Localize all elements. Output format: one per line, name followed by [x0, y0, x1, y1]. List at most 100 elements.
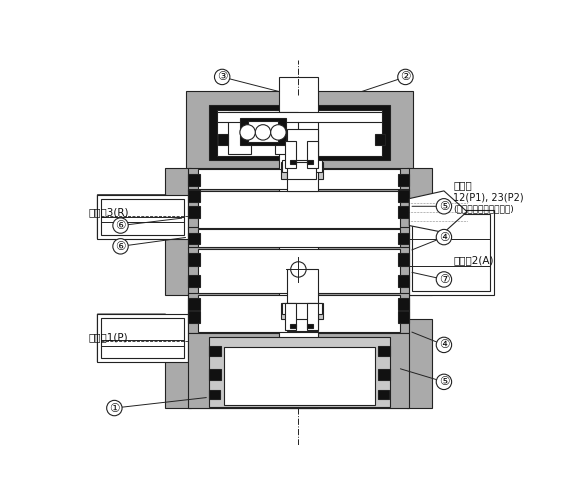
Circle shape: [255, 124, 271, 140]
Bar: [97, 194, 188, 238]
Text: ⑦: ⑦: [438, 273, 449, 286]
Bar: [198, 191, 400, 228]
Bar: [378, 346, 390, 356]
Circle shape: [436, 230, 452, 245]
Bar: [378, 390, 389, 399]
Text: ④: ④: [438, 230, 449, 243]
Bar: [209, 346, 220, 356]
Circle shape: [436, 337, 452, 352]
Bar: [209, 369, 220, 380]
Bar: [398, 174, 409, 186]
Bar: [240, 118, 286, 144]
Bar: [188, 94, 409, 408]
Bar: [188, 174, 200, 186]
Bar: [188, 233, 200, 244]
Circle shape: [398, 69, 413, 84]
Bar: [287, 302, 316, 320]
Bar: [282, 160, 322, 172]
Bar: [248, 121, 279, 142]
Bar: [229, 112, 251, 154]
Bar: [282, 302, 322, 314]
Text: ④: ④: [438, 338, 449, 351]
Text: ⑤: ⑤: [438, 200, 449, 213]
Bar: [188, 254, 200, 266]
Text: ②: ②: [400, 70, 410, 84]
Bar: [217, 112, 382, 122]
Bar: [409, 210, 494, 295]
Bar: [209, 104, 390, 160]
Bar: [198, 248, 400, 294]
Text: ポート1(P): ポート1(P): [88, 332, 128, 342]
Text: 12(P1), 23(P2): 12(P1), 23(P2): [453, 192, 524, 202]
Bar: [398, 206, 409, 218]
Circle shape: [113, 218, 128, 233]
Bar: [307, 141, 318, 168]
Bar: [188, 332, 409, 408]
Bar: [198, 170, 400, 190]
Circle shape: [436, 198, 452, 214]
Text: ポート: ポート: [453, 180, 472, 190]
Bar: [188, 227, 409, 248]
Bar: [285, 302, 296, 330]
Text: ⑤: ⑤: [438, 376, 449, 388]
Bar: [97, 314, 188, 362]
Circle shape: [113, 238, 128, 254]
Bar: [188, 247, 409, 295]
Bar: [198, 295, 400, 332]
Bar: [398, 311, 409, 324]
Text: ポート3(R): ポート3(R): [88, 208, 129, 218]
Bar: [101, 318, 184, 358]
Bar: [209, 337, 390, 406]
Bar: [290, 160, 296, 164]
Bar: [165, 168, 191, 295]
Polygon shape: [97, 314, 188, 362]
Bar: [287, 130, 318, 191]
Bar: [285, 141, 296, 168]
Text: ①: ①: [109, 402, 120, 414]
Bar: [188, 294, 409, 334]
Circle shape: [291, 262, 306, 277]
Bar: [188, 206, 200, 218]
Circle shape: [271, 124, 286, 140]
Bar: [275, 112, 298, 154]
Text: ⑥: ⑥: [115, 240, 126, 253]
Bar: [188, 275, 200, 287]
Bar: [398, 254, 409, 266]
Bar: [224, 347, 375, 405]
Bar: [101, 198, 184, 235]
Bar: [398, 233, 409, 244]
Bar: [280, 162, 323, 180]
Bar: [217, 110, 382, 156]
Bar: [287, 270, 318, 331]
Bar: [375, 134, 385, 144]
Bar: [412, 214, 490, 291]
Circle shape: [436, 374, 452, 390]
Bar: [209, 390, 220, 399]
Circle shape: [215, 69, 230, 84]
Text: ポート2(A): ポート2(A): [453, 255, 494, 265]
Bar: [186, 91, 413, 172]
Bar: [307, 302, 318, 330]
Bar: [188, 168, 409, 191]
Circle shape: [107, 400, 122, 415]
Polygon shape: [97, 194, 188, 238]
Bar: [287, 162, 316, 180]
Bar: [307, 324, 313, 328]
Bar: [188, 298, 200, 310]
Bar: [307, 160, 313, 164]
Polygon shape: [409, 191, 467, 232]
Bar: [407, 320, 433, 408]
Text: (バイロットエアポート): (バイロットエアポート): [453, 204, 514, 213]
Bar: [378, 369, 390, 380]
Bar: [165, 320, 191, 408]
Text: ⑥: ⑥: [115, 219, 126, 232]
Circle shape: [240, 124, 255, 140]
Bar: [188, 190, 200, 202]
Bar: [217, 134, 229, 144]
Circle shape: [436, 272, 452, 287]
Bar: [398, 190, 409, 202]
Bar: [407, 168, 433, 295]
Bar: [188, 311, 200, 324]
Bar: [188, 190, 409, 230]
Bar: [290, 324, 296, 328]
